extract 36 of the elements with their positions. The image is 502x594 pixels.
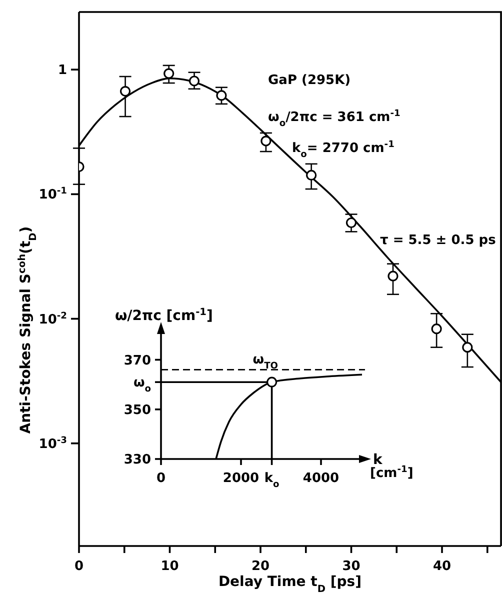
x-axis-title: [cm$^{-1}$]: [370, 465, 414, 481]
point: [388, 270, 398, 282]
point: [120, 86, 131, 97]
y-tick-label: ω$_{o}$: [133, 376, 151, 395]
y-tick-label: 10$^{-3}$: [38, 436, 67, 452]
x-tick-label: 0: [74, 559, 84, 574]
point: [260, 136, 272, 146]
y-tick-label: 350: [124, 402, 151, 418]
x-tick-label: 30: [342, 559, 360, 574]
x-tick-label: 20: [251, 559, 270, 574]
annotation: ω$_{o}$/2πc = 361 cm$^{-1}$: [268, 109, 400, 129]
annotation: k: [373, 452, 383, 468]
x-tick-label: 10: [160, 559, 179, 574]
ref-line-label: ω$_{TO}$: [252, 352, 278, 372]
x-tick-label: 40: [432, 559, 452, 574]
point: [462, 342, 473, 353]
y-tick-label: 1: [58, 63, 67, 78]
y-tick-label: 330: [124, 452, 151, 468]
x-tick-label: k$_{o}$: [264, 471, 280, 490]
annotation: τ = 5.5 ± 0.5 ps: [380, 233, 496, 248]
point: [306, 170, 317, 181]
y-tick-label: 10$^{-1}$: [38, 186, 67, 203]
point: [346, 217, 357, 228]
x-tick-label: 4000: [302, 471, 340, 486]
x-tick-label: 2000: [222, 471, 260, 486]
y-axis-title: ω/2πc [cm$^{-1}$]: [115, 306, 213, 324]
annotation: GaP (295K): [268, 73, 351, 88]
point: [431, 324, 442, 334]
x-tick-label: 0: [156, 471, 166, 486]
annotation: k$_{o}$= 2770 cm$^{-1}$: [292, 140, 394, 160]
point: [164, 68, 174, 79]
y-tick-label: 10$^{-2}$: [38, 311, 67, 328]
point: [216, 90, 227, 101]
x-axis-title: Delay Time t$_{D}$ [ps]: [218, 574, 362, 594]
y-tick-label: 370: [124, 353, 151, 368]
point: [188, 76, 200, 86]
